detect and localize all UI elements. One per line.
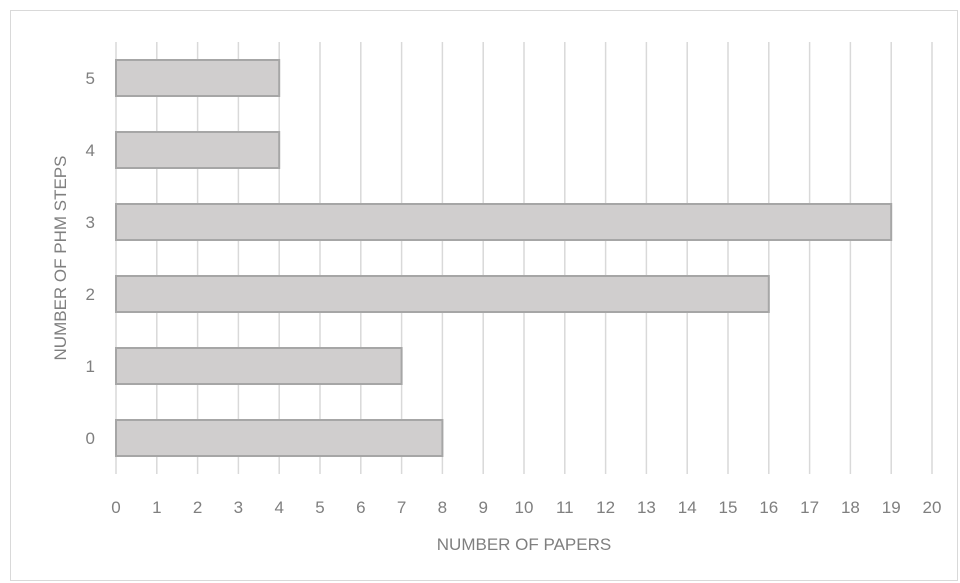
y-tick-label-0: 0: [86, 429, 95, 448]
x-tick-label-4: 4: [274, 498, 283, 517]
x-tick-label-1: 1: [152, 498, 161, 517]
x-tick-label-16: 16: [759, 498, 778, 517]
x-tick-label-7: 7: [397, 498, 406, 517]
y-tick-labels: 0 1 2 3 4 5: [86, 69, 95, 448]
y-tick-label-4: 4: [86, 141, 95, 160]
y-tick-label-1: 1: [86, 357, 95, 376]
x-tick-label-8: 8: [438, 498, 447, 517]
bar-1: [115, 347, 403, 385]
y-tick-label-2: 2: [86, 285, 95, 304]
bar-4: [115, 131, 281, 169]
x-tick-label-11: 11: [556, 498, 574, 517]
x-tick-label-3: 3: [234, 498, 243, 517]
x-tick-label-19: 19: [882, 498, 901, 517]
bars: [115, 59, 893, 457]
bar-2: [115, 275, 770, 313]
x-tick-label-13: 13: [637, 498, 656, 517]
x-tick-label-14: 14: [678, 498, 697, 517]
x-tick-label-9: 9: [478, 498, 487, 517]
x-tick-label-0: 0: [111, 498, 120, 517]
x-axis-title: NUMBER OF PAPERS: [437, 535, 611, 554]
x-tick-label-17: 17: [800, 498, 819, 517]
bar-5: [115, 59, 281, 97]
x-tick-label-2: 2: [193, 498, 202, 517]
x-tick-label-10: 10: [515, 498, 534, 517]
x-tick-label-12: 12: [596, 498, 615, 517]
x-tick-label-18: 18: [841, 498, 860, 517]
x-tick-label-6: 6: [356, 498, 365, 517]
x-tick-label-5: 5: [315, 498, 324, 517]
y-tick-label-3: 3: [86, 213, 95, 232]
x-tick-label-15: 15: [719, 498, 738, 517]
grid-lines: [115, 42, 933, 474]
x-tick-label-20: 20: [923, 498, 942, 517]
x-tick-labels: 0 1 2 3 4 5 6 7 8 9 10 11 12 13 14 15 16 17 18 19 20: [111, 498, 941, 517]
y-tick-label-5: 5: [86, 69, 95, 88]
bar-0: [115, 419, 444, 457]
bar-3: [115, 203, 893, 241]
y-axis-title: NUMBER OF PHM STEPS: [51, 156, 70, 361]
